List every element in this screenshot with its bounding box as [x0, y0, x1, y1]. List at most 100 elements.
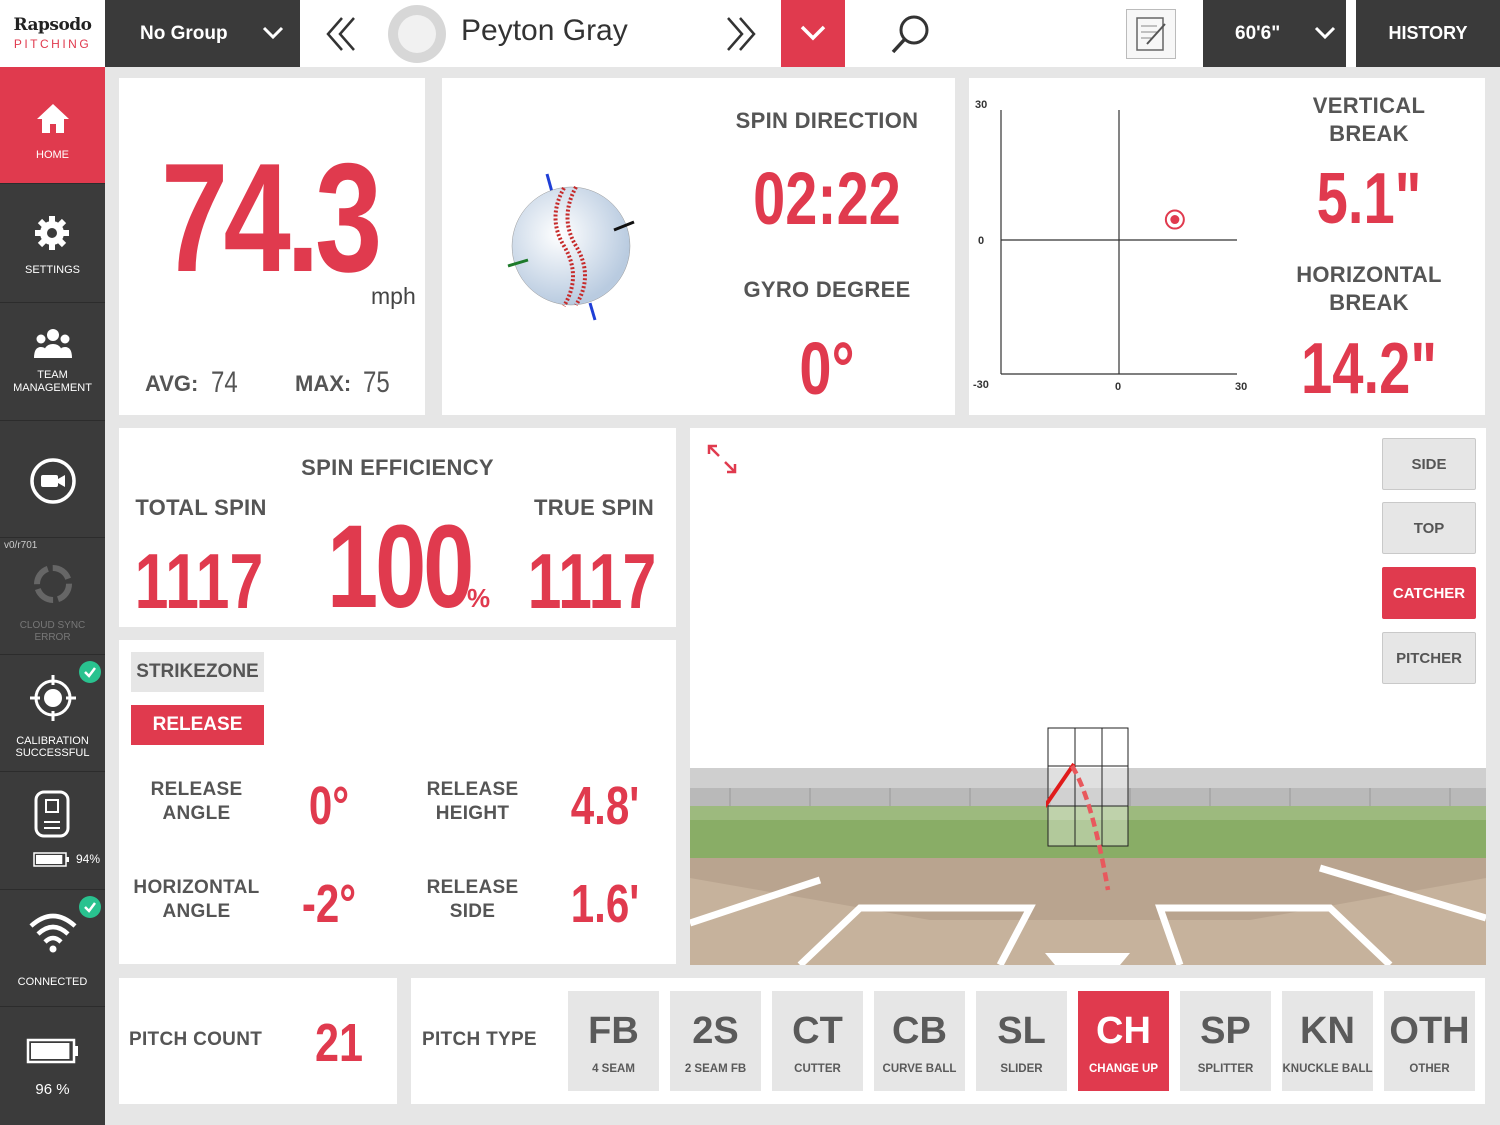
- view-top-button[interactable]: TOP: [1382, 502, 1476, 554]
- expand-icon[interactable]: [704, 441, 740, 477]
- pitch-type-name: SLIDER: [1000, 1063, 1043, 1075]
- spin-efficiency-unit: %: [467, 583, 491, 613]
- release-side-value: 1.6': [570, 874, 640, 934]
- home-icon: [37, 104, 69, 133]
- speed-unit: mph: [371, 283, 416, 309]
- pitch-type-kn[interactable]: KN KNUCKLE BALL: [1282, 991, 1373, 1091]
- max-label: MAX:: [295, 371, 352, 396]
- pitch-type-sl[interactable]: SL SLIDER: [976, 991, 1067, 1091]
- logo-sub: PITCHING: [13, 37, 92, 51]
- release-height-label-1: RELEASE: [426, 779, 519, 800]
- true-spin-label: TRUE SPIN: [533, 495, 655, 520]
- release-angle-value: 0°: [308, 776, 350, 836]
- pitch-type-2s[interactable]: 2S 2 SEAM FB: [670, 991, 761, 1091]
- history-button[interactable]: HISTORY: [1356, 0, 1500, 67]
- pitch-type-code: CH: [1096, 1010, 1151, 1052]
- view-side-button[interactable]: SIDE: [1382, 438, 1476, 490]
- view-catcher-button[interactable]: CATCHER: [1382, 567, 1476, 619]
- gyro-degree-label: GYRO DEGREE: [743, 277, 911, 302]
- avatar[interactable]: [388, 5, 446, 63]
- sidebar-item-connection[interactable]: CONNECTED: [0, 890, 105, 1007]
- player-name[interactable]: Peyton Gray: [461, 14, 628, 47]
- pitch-type-sp[interactable]: SP SPLITTER: [1180, 991, 1271, 1091]
- speed-value: 74.3: [161, 131, 382, 304]
- horizontal-angle-label-2: ANGLE: [162, 901, 231, 922]
- x-tick-mid: 0: [1115, 381, 1121, 393]
- sidebar-item-cloud-sync[interactable]: v0/r701 CLOUD SYNC ERROR: [0, 538, 105, 655]
- field-scene: [690, 768, 1486, 965]
- pitch-count-label: PITCH COUNT: [129, 1029, 263, 1050]
- sidebar-item-team-management[interactable]: TEAM MANAGEMENT: [0, 303, 105, 421]
- horizontal-break-label-2: BREAK: [1329, 290, 1409, 315]
- device-battery-label: 94%: [76, 852, 101, 866]
- pitch-type-ct[interactable]: CT CUTTER: [772, 991, 863, 1091]
- sidebar-item-label: SETTINGS: [24, 264, 80, 276]
- battery-icon: [33, 852, 69, 867]
- pitch-type-cb[interactable]: CB CURVE BALL: [874, 991, 965, 1091]
- sidebar-item-label: TEAM: [37, 369, 68, 381]
- view-pitcher-button[interactable]: PITCHER: [1382, 632, 1476, 684]
- break-panel: 30 0 -30 0 30 VERTICAL BREAK 5.1" HORIZO…: [969, 78, 1485, 415]
- sidebar-item-label: ERROR: [34, 632, 71, 643]
- x-tick-right: 30: [1235, 381, 1247, 393]
- notes-icon: [1136, 17, 1166, 51]
- release-angle-label-2: ANGLE: [162, 803, 231, 824]
- group-dropdown[interactable]: No Group: [105, 0, 300, 67]
- device-icon: [34, 790, 70, 838]
- crosshair-icon: [30, 675, 76, 721]
- strike-zone-grid: [1046, 727, 1129, 847]
- release-side-label-1: RELEASE: [426, 877, 519, 898]
- team-icon: [34, 329, 72, 358]
- true-spin-value: 1117: [527, 537, 657, 625]
- wifi-icon: [29, 913, 77, 953]
- release-panel: STRIKEZONE RELEASE RELEASE ANGLE 0° RELE…: [119, 640, 676, 964]
- release-line: [1046, 762, 1076, 809]
- battery-label: 96 %: [35, 1081, 70, 1098]
- break-point: [1170, 215, 1180, 225]
- sidebar-item-calibration[interactable]: CALIBRATION SUCCESSFUL: [0, 655, 105, 772]
- release-height-label-2: HEIGHT: [435, 803, 510, 824]
- pitch-type-ch[interactable]: CH CHANGE UP: [1078, 991, 1169, 1091]
- spin-efficiency-panel: SPIN EFFICIENCY TOTAL SPIN TRUE SPIN 111…: [119, 428, 676, 627]
- pitch-type-oth[interactable]: OTH OTHER: [1384, 991, 1475, 1091]
- horizontal-break-label-1: HORIZONTAL: [1296, 262, 1442, 287]
- avg-value: 74: [211, 366, 238, 399]
- search-icon[interactable]: [885, 10, 935, 58]
- release-angle-label-1: RELEASE: [150, 779, 243, 800]
- sidebar-item-label: CONNECTED: [17, 976, 88, 988]
- group-label: No Group: [140, 22, 228, 44]
- notes-button[interactable]: [1126, 9, 1176, 59]
- distance-label: 60'6": [1235, 22, 1281, 44]
- check-icon: [79, 661, 101, 683]
- battery-icon: [26, 1038, 78, 1064]
- pitch-type-name: CUTTER: [794, 1063, 841, 1075]
- chevron-down-icon: [262, 26, 284, 40]
- max-value: 75: [363, 366, 390, 399]
- release-side-label-2: SIDE: [449, 901, 496, 922]
- player-dropdown-button[interactable]: [781, 0, 845, 67]
- distance-dropdown[interactable]: 60'6": [1203, 0, 1346, 67]
- sidebar-item-settings[interactable]: SETTINGS: [0, 184, 105, 303]
- pitch-type-code: CB: [892, 1010, 947, 1052]
- logo-main: Rapsodo: [13, 15, 92, 35]
- pitch-type-name: 2 SEAM FB: [684, 1063, 747, 1075]
- sidebar-item-home[interactable]: HOME: [0, 67, 105, 184]
- pitch-count-value: 21: [315, 1013, 364, 1073]
- sidebar-item-battery: 96 %: [0, 1007, 105, 1125]
- pitch-type-name: KNUCKLE BALL: [1282, 1063, 1373, 1075]
- double-chevron-left-icon[interactable]: [318, 14, 366, 54]
- sidebar-item-label: HOME: [36, 149, 69, 161]
- sidebar-item-device[interactable]: 94%: [0, 772, 105, 890]
- tab-strikezone[interactable]: STRIKEZONE: [131, 652, 264, 692]
- pitch-type-fb[interactable]: FB 4 SEAM: [568, 991, 659, 1091]
- pitch-trajectory: [1070, 764, 1111, 891]
- double-chevron-right-icon[interactable]: [716, 14, 764, 54]
- gear-icon: [35, 216, 69, 250]
- pitch-type-name: CHANGE UP: [1088, 1063, 1158, 1075]
- pitch-type-label: PITCH TYPE: [422, 1029, 537, 1050]
- y-tick-bottom: -30: [973, 379, 989, 391]
- tab-release[interactable]: RELEASE: [131, 705, 264, 745]
- pitch-count-panel: PITCH COUNT 21: [119, 978, 397, 1104]
- top-bar: Rapsodo PITCHING No Group Peyton Gray 60…: [0, 0, 1500, 67]
- sidebar-item-camera[interactable]: [0, 421, 105, 538]
